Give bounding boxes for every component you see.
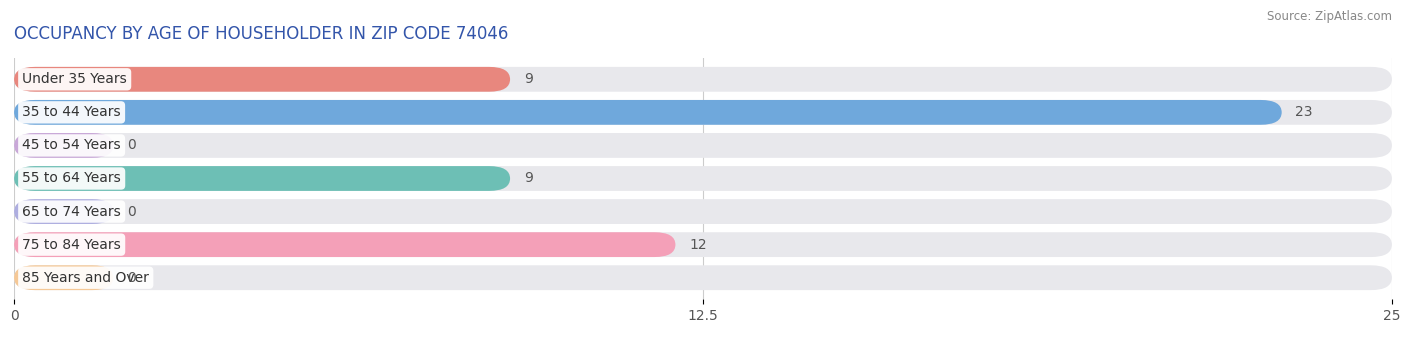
FancyBboxPatch shape [14,265,1392,290]
FancyBboxPatch shape [14,100,1282,125]
FancyBboxPatch shape [14,133,114,158]
Text: Under 35 Years: Under 35 Years [22,72,127,86]
Text: 55 to 64 Years: 55 to 64 Years [22,171,121,186]
FancyBboxPatch shape [14,100,1392,125]
FancyBboxPatch shape [14,232,1392,257]
Text: 0: 0 [127,271,136,285]
Text: 75 to 84 Years: 75 to 84 Years [22,238,121,252]
FancyBboxPatch shape [14,67,1392,92]
FancyBboxPatch shape [14,199,1392,224]
Text: 45 to 54 Years: 45 to 54 Years [22,138,121,152]
Text: 85 Years and Over: 85 Years and Over [22,271,149,285]
FancyBboxPatch shape [14,265,114,290]
Text: 9: 9 [524,72,533,86]
FancyBboxPatch shape [14,133,1392,158]
Text: OCCUPANCY BY AGE OF HOUSEHOLDER IN ZIP CODE 74046: OCCUPANCY BY AGE OF HOUSEHOLDER IN ZIP C… [14,25,509,43]
Text: 0: 0 [127,138,136,152]
Text: 9: 9 [524,171,533,186]
Text: 65 to 74 Years: 65 to 74 Years [22,205,121,219]
FancyBboxPatch shape [14,232,675,257]
Text: Source: ZipAtlas.com: Source: ZipAtlas.com [1267,10,1392,23]
Text: 12: 12 [689,238,707,252]
FancyBboxPatch shape [14,166,1392,191]
FancyBboxPatch shape [14,166,510,191]
Text: 35 to 44 Years: 35 to 44 Years [22,105,121,119]
FancyBboxPatch shape [14,199,114,224]
Text: 23: 23 [1295,105,1313,119]
FancyBboxPatch shape [14,67,510,92]
Text: 0: 0 [127,205,136,219]
